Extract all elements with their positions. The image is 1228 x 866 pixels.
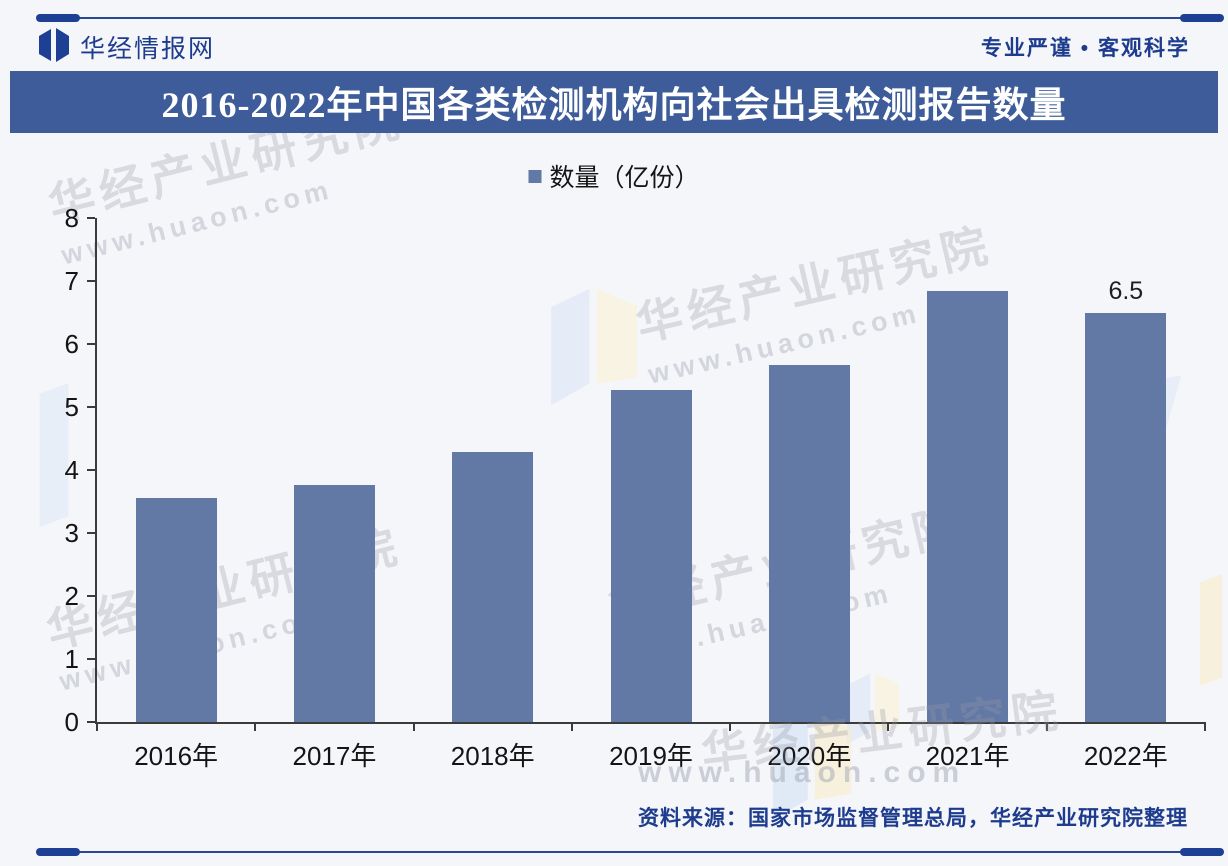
x-tick [729,722,732,731]
title-banner: 2016-2022年中国各类检测机构向社会出具检测报告数量 [10,71,1218,133]
plot-area: 0 1 2 3 4 5 6 7 8 2016年 2017年 2018年 2019年 2020年 2021年 2… [65,203,1206,771]
bottom-rule-line [38,851,1222,853]
bar-2021年 [927,291,1009,722]
source-note: 资料来源：国家市场监督管理总局，华经产业研究院整理 [638,807,1188,830]
x-tick [1045,722,1048,731]
y-tick [87,406,95,408]
top-rule-right-dash [1180,14,1224,22]
bar-2016年 [135,497,217,722]
legend-marker [528,169,542,183]
bar-2017年 [293,485,375,722]
bottom-rule-right-dash [1180,848,1224,856]
y-tick-label: 3 [64,518,79,548]
y-tick-label: 0 [64,707,79,737]
y-tick [87,721,95,723]
bottom-rule [36,848,1224,856]
y-tick-label: 8 [64,203,79,233]
x-tick-label: 2021年 [925,741,1010,771]
top-rule-left-dash [36,14,80,22]
x-tick [412,722,415,731]
x-tick [254,722,257,731]
bar-2019年 [610,390,692,722]
open-book-logo-icon [38,27,70,68]
y-tick [87,595,95,597]
brand-name: 华经情报网 [80,35,216,63]
legend: 数量（亿份） [528,158,700,194]
brand: 华经情报网 [38,27,215,68]
x-tick [570,722,573,731]
x-tick [96,722,98,731]
legend-label: 数量（亿份） [549,164,700,192]
header: 华经情报网 专业严谨 • 客观科学 [38,26,1190,68]
y-tick [87,532,95,534]
x-tick-label: 2019年 [609,741,693,771]
bar-2022年 [1085,312,1167,722]
y-tick [87,658,95,660]
top-rule [36,14,1224,22]
y-tick [87,343,95,345]
x-tick-label: 2022年 [1083,741,1168,771]
y-tick [87,217,95,219]
x-tick-label: 2020年 [767,741,852,771]
x-tick-label: 2016年 [134,741,219,771]
bar-2018年 [452,452,534,722]
x-tick [1204,722,1206,731]
x-tick [887,722,890,731]
y-tick-label: 6 [64,329,79,359]
y-tick [87,469,95,471]
y-tick [87,280,95,282]
x-tick-label: 2017年 [292,741,377,771]
x-tick-label: 2018年 [450,741,535,771]
y-tick-label: 1 [64,644,79,674]
y-tick-label: 4 [64,455,79,485]
y-tick-label: 7 [64,266,79,296]
value-label: 6.5 [1108,276,1144,305]
y-tick-label: 2 [64,581,79,611]
bottom-rule-left-dash [36,848,80,856]
chart-title: 2016-2022年中国各类检测机构向社会出具检测报告数量 [161,85,1067,125]
bar-2020年 [768,364,850,722]
y-tick-label: 5 [64,392,79,422]
top-rule-line [38,17,1222,19]
tagline: 专业严谨 • 客观科学 [980,37,1190,60]
